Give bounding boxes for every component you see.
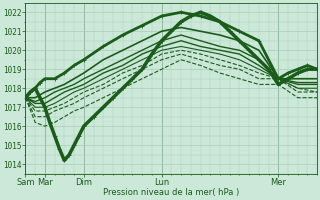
X-axis label: Pression niveau de la mer( hPa ): Pression niveau de la mer( hPa ) (103, 188, 239, 197)
